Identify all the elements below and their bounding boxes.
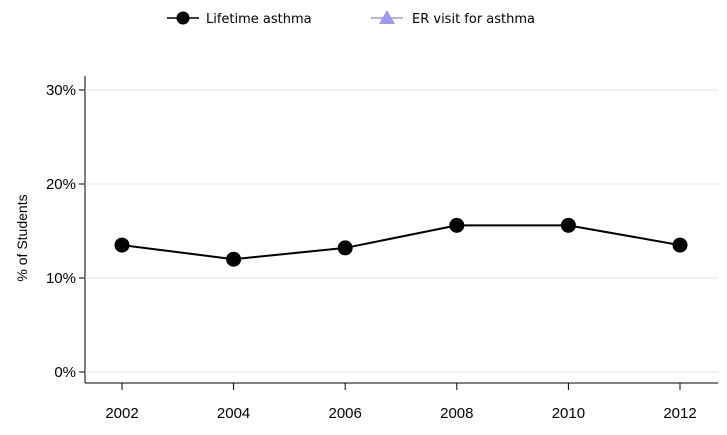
x-tick-label: 2006 [329, 405, 362, 422]
y-ticks: 0% 10% 20% 30% [46, 82, 85, 381]
legend-label-er-visit: ER visit for asthma [412, 12, 535, 27]
y-tick-label: 0% [54, 364, 76, 381]
legend-item-er-visit: ER visit for asthma [371, 10, 535, 27]
legend-marker-triangle-icon [379, 10, 395, 24]
y-tick-label: 10% [46, 270, 76, 287]
data-point [560, 217, 576, 233]
x-tick-label: 2010 [552, 405, 585, 422]
data-point [226, 251, 242, 267]
x-tick-label: 2004 [217, 405, 250, 422]
legend-label-lifetime-asthma: Lifetime asthma [206, 12, 312, 27]
data-point [114, 237, 130, 253]
x-tick-label: 2002 [105, 405, 138, 422]
legend-item-lifetime-asthma: Lifetime asthma [167, 11, 312, 27]
x-tick-label: 2008 [440, 405, 473, 422]
y-tick-label: 30% [46, 82, 76, 99]
series [114, 217, 688, 267]
gridlines [85, 89, 718, 373]
legend-marker-circle-icon [176, 11, 190, 25]
y-axis-title: % of Students [14, 194, 30, 281]
series-line [121, 224, 681, 261]
legend: Lifetime asthma ER visit for asthma [167, 10, 535, 27]
data-point [449, 217, 465, 233]
y-tick-label: 20% [46, 176, 76, 193]
data-point [672, 237, 688, 253]
data-point [337, 240, 353, 256]
x-tick-label: 2012 [663, 405, 696, 422]
x-ticks: 2002 2004 2006 2008 2010 2012 [105, 383, 697, 422]
